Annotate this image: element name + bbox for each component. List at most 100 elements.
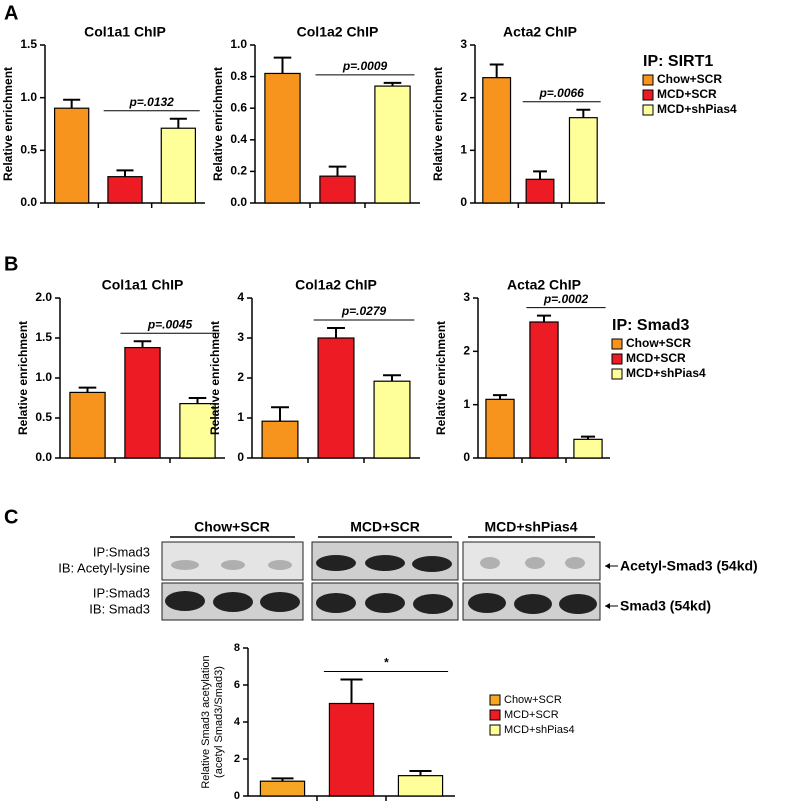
bar xyxy=(573,438,603,459)
legend-swatch xyxy=(489,694,501,706)
error-bar xyxy=(536,314,552,322)
y-tick-label: 2 xyxy=(237,370,244,384)
bar xyxy=(485,398,515,459)
error-bar xyxy=(188,397,207,404)
y-tick-label: 0 xyxy=(234,790,240,802)
chart-title: Col1a1 ChIP xyxy=(84,24,166,40)
legend-title: IP: SIRT1 xyxy=(643,53,713,70)
error-bar xyxy=(273,56,292,74)
bar xyxy=(69,391,106,459)
y-axis-label: Relative Smad3 acetylation xyxy=(200,655,212,788)
y-axis-label: (acetyl Smad3/Smad3) xyxy=(213,666,225,778)
annotation: * xyxy=(384,656,390,670)
bar xyxy=(328,702,375,797)
error-bar xyxy=(116,169,134,177)
annotation: p=.0279 xyxy=(341,304,387,318)
y-tick-label: 0.5 xyxy=(35,410,52,424)
y-tick-label: 0.4 xyxy=(230,132,247,146)
legend-swatch xyxy=(489,724,501,736)
bar xyxy=(264,72,301,204)
panel-label: B xyxy=(4,253,18,275)
error-bar xyxy=(383,374,401,382)
error-bar xyxy=(492,394,508,400)
annotation: p=.0132 xyxy=(128,95,174,109)
legend-label: Chow+SCR xyxy=(657,72,722,86)
y-tick-label: 3 xyxy=(463,290,470,304)
bar xyxy=(397,775,444,797)
legend-label: MCD+shPias4 xyxy=(504,724,575,736)
y-tick-label: 2 xyxy=(463,344,470,358)
y-axis-label: Relative enrichment xyxy=(1,67,15,181)
blot-group: Chow+SCR xyxy=(194,519,270,535)
error-bar xyxy=(328,165,347,177)
y-tick-label: 1.0 xyxy=(230,37,247,51)
bar xyxy=(124,347,161,459)
error-bar xyxy=(409,770,432,776)
panel-label: A xyxy=(4,2,18,24)
legend-swatch xyxy=(642,89,654,101)
annotation: p=.0045 xyxy=(147,317,193,331)
y-tick-label: 1.5 xyxy=(20,37,37,51)
chart-title: Col1a2 ChIP xyxy=(297,24,379,40)
chart-title: Col1a2 ChIP xyxy=(295,277,377,293)
y-tick-label: 2.0 xyxy=(35,290,52,304)
legend-swatch xyxy=(611,368,623,380)
legend-title: IP: Smad3 xyxy=(612,317,689,334)
y-tick-label: 0.5 xyxy=(20,143,37,157)
error-bar xyxy=(169,117,187,129)
error-bar xyxy=(489,63,504,78)
y-tick-label: 0 xyxy=(237,450,244,464)
bar xyxy=(261,420,299,459)
chart-title: Acta2 ChIP xyxy=(503,24,577,40)
legend-swatch xyxy=(642,74,654,86)
y-axis-label: Relative enrichment xyxy=(434,321,448,435)
error-bar xyxy=(327,327,345,338)
legend-swatch xyxy=(489,709,501,721)
bar xyxy=(319,175,356,204)
legend-label: MCD+SCR xyxy=(504,709,559,721)
bar xyxy=(374,85,411,204)
western-blot: Chow+SCR MCD+SCR MCD+shPias4 IP:Smad3 IB… xyxy=(58,519,758,621)
bar xyxy=(525,178,555,204)
blot-target: Acetyl-Smad3 (54kd) xyxy=(620,558,758,574)
y-tick-label: 0.8 xyxy=(230,69,247,83)
bar xyxy=(317,337,355,459)
bar xyxy=(373,380,411,459)
blot-bands-strong xyxy=(165,555,597,614)
blot-bands-faint xyxy=(171,557,585,570)
blot-target: Smad3 (54kd) xyxy=(620,598,711,614)
y-tick-label: 1.0 xyxy=(35,370,52,384)
y-tick-label: 1 xyxy=(460,143,467,157)
bar xyxy=(568,117,598,204)
error-bar xyxy=(383,81,402,87)
y-tick-label: 0.0 xyxy=(35,450,52,464)
legend-label: MCD+shPias4 xyxy=(657,102,737,116)
blot-row-label: IB: Acetyl-lysine xyxy=(58,560,150,575)
bar xyxy=(259,780,306,797)
y-axis-label: Relative enrichment xyxy=(211,67,225,181)
error-bar xyxy=(580,435,596,440)
y-tick-label: 0 xyxy=(460,195,467,209)
y-axis-label: Relative enrichment xyxy=(208,321,222,435)
error-bar xyxy=(271,406,289,422)
legend-swatch xyxy=(642,104,654,116)
y-tick-label: 3 xyxy=(237,330,244,344)
legend-swatch xyxy=(611,353,623,365)
legend-label: MCD+shPias4 xyxy=(626,366,706,380)
y-tick-label: 6 xyxy=(234,679,240,691)
y-tick-label: 4 xyxy=(234,716,241,728)
error-bar xyxy=(63,98,81,109)
y-tick-label: 1 xyxy=(463,397,470,411)
blot-row-label: IB: Smad3 xyxy=(89,601,150,616)
y-tick-label: 0 xyxy=(463,450,470,464)
blot-group: MCD+shPias4 xyxy=(485,519,578,535)
blot-row-label: IP:Smad3 xyxy=(93,585,150,600)
bar xyxy=(107,176,143,204)
error-bar xyxy=(340,678,363,704)
y-tick-label: 0.2 xyxy=(230,164,247,178)
blot-arrow-head xyxy=(605,563,610,569)
bar xyxy=(53,107,90,204)
legend-swatch xyxy=(611,338,623,350)
y-tick-label: 1.5 xyxy=(35,330,52,344)
